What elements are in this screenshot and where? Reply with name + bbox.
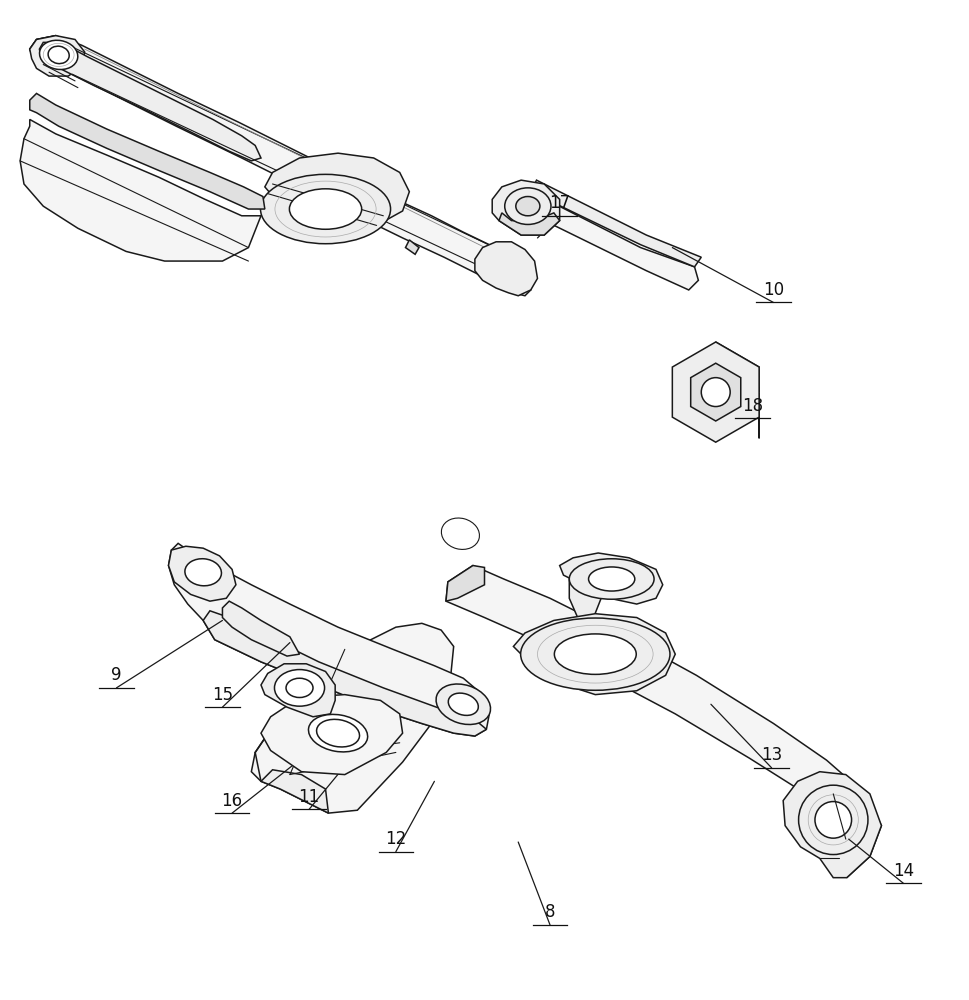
- Polygon shape: [30, 93, 265, 209]
- Text: 14: 14: [893, 862, 914, 880]
- Polygon shape: [514, 614, 675, 695]
- Polygon shape: [223, 601, 299, 656]
- Polygon shape: [203, 611, 486, 736]
- Ellipse shape: [261, 174, 391, 244]
- Text: 13: 13: [761, 746, 782, 764]
- Text: 18: 18: [742, 397, 763, 415]
- Ellipse shape: [40, 40, 78, 70]
- Ellipse shape: [520, 618, 670, 690]
- Polygon shape: [30, 36, 68, 68]
- Ellipse shape: [702, 378, 731, 407]
- Ellipse shape: [516, 197, 540, 216]
- Ellipse shape: [308, 714, 367, 752]
- Polygon shape: [20, 119, 261, 261]
- Ellipse shape: [290, 189, 361, 229]
- Ellipse shape: [588, 567, 635, 591]
- Ellipse shape: [436, 684, 490, 725]
- Text: 12: 12: [386, 830, 406, 848]
- Ellipse shape: [274, 670, 325, 706]
- Polygon shape: [475, 242, 538, 296]
- Polygon shape: [783, 772, 882, 878]
- Polygon shape: [446, 566, 484, 601]
- Polygon shape: [169, 546, 235, 601]
- Polygon shape: [521, 190, 699, 290]
- Polygon shape: [30, 36, 84, 76]
- Polygon shape: [30, 36, 531, 296]
- Text: 17: 17: [549, 194, 570, 212]
- Ellipse shape: [505, 188, 551, 224]
- Ellipse shape: [286, 678, 313, 698]
- Polygon shape: [169, 543, 489, 736]
- Ellipse shape: [441, 518, 480, 549]
- Text: 15: 15: [212, 686, 233, 704]
- Polygon shape: [691, 363, 740, 421]
- Ellipse shape: [815, 802, 852, 838]
- Ellipse shape: [449, 693, 479, 715]
- Ellipse shape: [317, 719, 359, 747]
- Ellipse shape: [185, 559, 222, 586]
- Text: 11: 11: [298, 788, 320, 806]
- Ellipse shape: [798, 785, 868, 855]
- Polygon shape: [492, 180, 560, 235]
- Ellipse shape: [554, 634, 637, 674]
- Polygon shape: [569, 563, 605, 620]
- Text: 16: 16: [222, 792, 242, 810]
- Text: 8: 8: [545, 903, 555, 921]
- Polygon shape: [716, 342, 759, 438]
- Ellipse shape: [48, 46, 69, 64]
- Text: 10: 10: [763, 281, 784, 299]
- Polygon shape: [261, 695, 402, 775]
- Polygon shape: [531, 180, 702, 267]
- Polygon shape: [261, 664, 335, 717]
- Polygon shape: [265, 153, 409, 228]
- Polygon shape: [251, 623, 453, 813]
- Polygon shape: [560, 553, 663, 604]
- Polygon shape: [672, 342, 759, 442]
- Polygon shape: [446, 566, 882, 878]
- Ellipse shape: [569, 559, 654, 599]
- Text: 9: 9: [111, 666, 122, 684]
- Polygon shape: [499, 213, 560, 235]
- Polygon shape: [261, 770, 328, 813]
- Polygon shape: [405, 240, 419, 254]
- Polygon shape: [40, 42, 261, 161]
